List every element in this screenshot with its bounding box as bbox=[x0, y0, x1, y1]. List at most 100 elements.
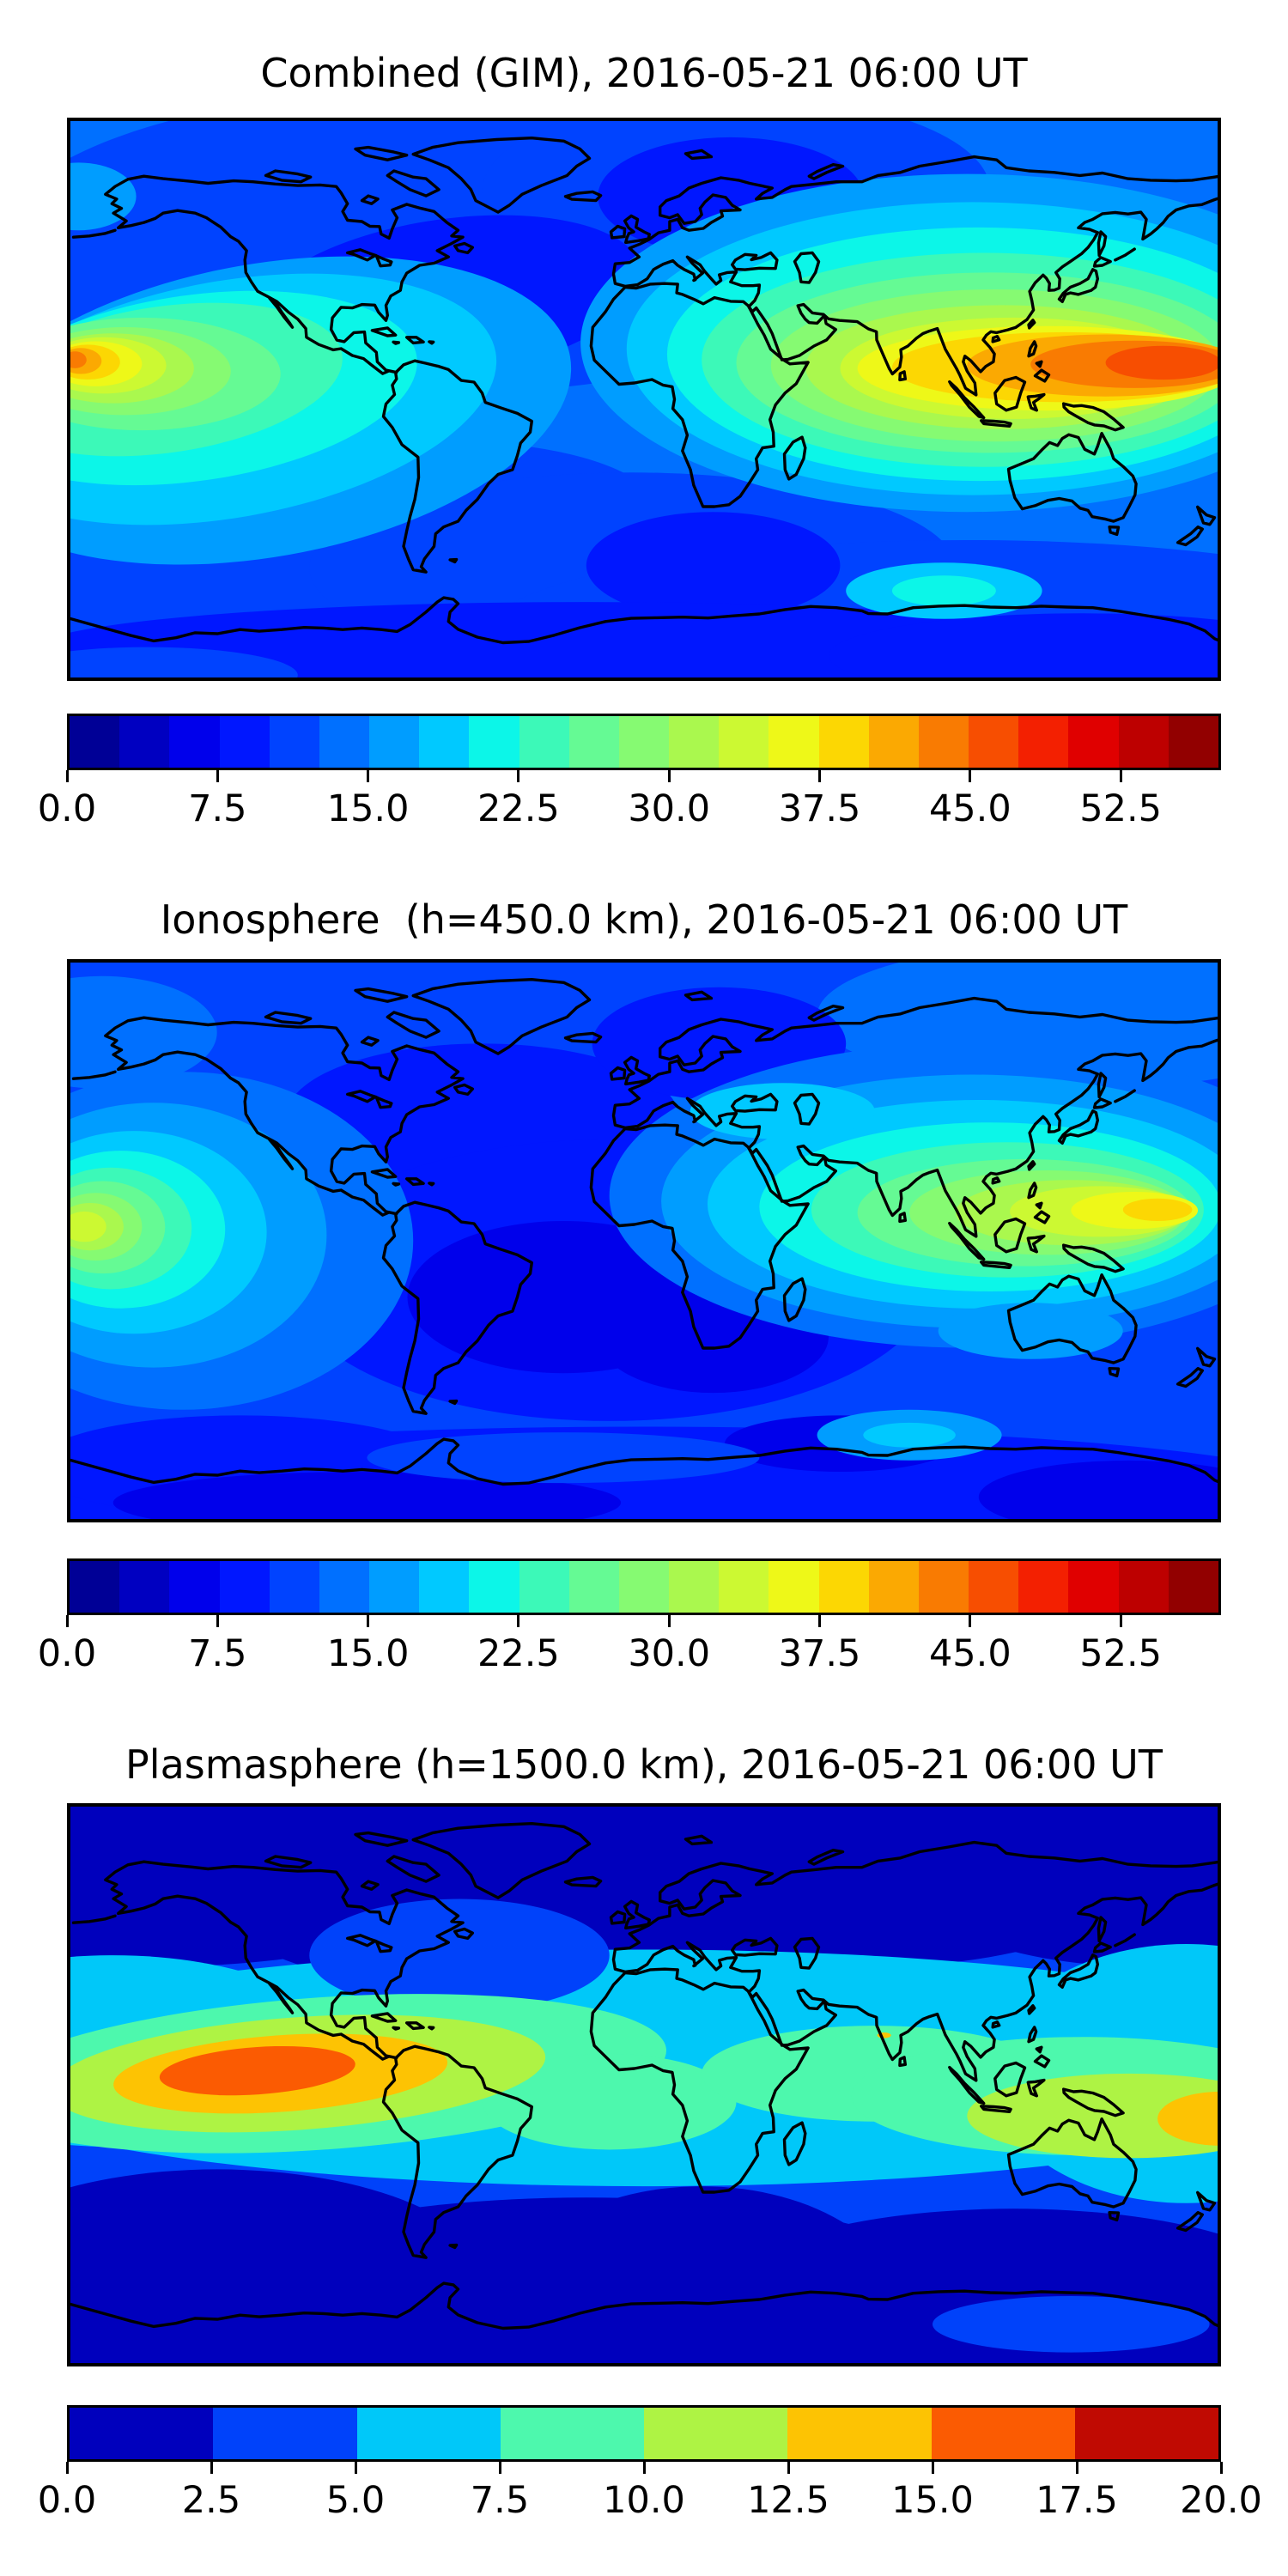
colorbar-segment bbox=[918, 1561, 969, 1613]
colorbar-segment bbox=[818, 716, 869, 768]
colorbar-segment bbox=[269, 716, 319, 768]
colorbar-segment bbox=[1074, 2408, 1218, 2459]
contour-band bbox=[67, 2327, 1221, 2366]
contour-band bbox=[863, 1422, 956, 1448]
colorbar-segment bbox=[969, 1561, 1019, 1613]
colorbar-tick bbox=[517, 1615, 520, 1627]
map-frame bbox=[67, 118, 1221, 681]
colorbar-segment bbox=[931, 2408, 1075, 2459]
colorbar-segment bbox=[119, 716, 170, 768]
contour-map-svg bbox=[67, 118, 1221, 681]
colorbar-tick bbox=[1219, 2462, 1223, 2474]
colorbar-tick-label: 45.0 bbox=[928, 787, 1012, 830]
colorbar-segment bbox=[769, 716, 819, 768]
colorbar-segment bbox=[1068, 1561, 1119, 1613]
colorbar-tick-label: 37.5 bbox=[778, 1632, 861, 1675]
colorbar-segment bbox=[568, 716, 619, 768]
colorbar-segment bbox=[169, 716, 220, 768]
colorbar-tick bbox=[969, 1615, 972, 1627]
colorbar-tick-label: 10.0 bbox=[603, 2479, 685, 2522]
colorbar-segment bbox=[818, 1561, 869, 1613]
colorbar-segment bbox=[319, 716, 370, 768]
contour-band bbox=[1122, 1198, 1193, 1221]
contour-band bbox=[933, 2296, 1210, 2353]
panel2-map-ionosphere bbox=[67, 959, 1221, 1522]
colorbar-segment bbox=[918, 716, 969, 768]
colorbar-tick-label: 15.0 bbox=[326, 1632, 410, 1675]
colorbar-segment bbox=[669, 1561, 720, 1613]
colorbar-segment bbox=[1018, 1561, 1069, 1613]
panel3-title: Plasmasphere (h=1500.0 km), 2016-05-21 0… bbox=[125, 1741, 1163, 1788]
contour-band bbox=[978, 1460, 1221, 1522]
colorbar-segment bbox=[1018, 716, 1069, 768]
colorbar-segment bbox=[70, 1561, 120, 1613]
colorbar-tick bbox=[667, 770, 671, 782]
colorbar-segment bbox=[469, 1561, 519, 1613]
contour-band bbox=[112, 1471, 622, 1522]
colorbar-tick bbox=[65, 770, 69, 782]
colorbar-segment bbox=[669, 716, 720, 768]
colorbar-tick bbox=[1075, 2462, 1078, 2474]
map-frame bbox=[67, 1803, 1221, 2366]
colorbar-tick bbox=[1119, 770, 1122, 782]
colorbar-segment bbox=[519, 716, 569, 768]
colorbar-segment bbox=[1168, 716, 1218, 768]
colorbar-segment bbox=[719, 716, 769, 768]
colorbar-tick-label: 22.5 bbox=[477, 787, 560, 830]
colorbar-tick bbox=[216, 1615, 219, 1627]
colorbar-segment bbox=[319, 1561, 370, 1613]
contour-map-svg bbox=[67, 1803, 1221, 2366]
contour-band bbox=[67, 1211, 106, 1242]
colorbar-tick bbox=[354, 2462, 357, 2474]
contour-band bbox=[1157, 2091, 1221, 2146]
colorbar-segment bbox=[70, 2408, 214, 2459]
colorbar-tick-label: 7.5 bbox=[188, 1632, 247, 1675]
colorbar-segment bbox=[568, 1561, 619, 1613]
panel1-map-combined-gim bbox=[67, 118, 1221, 681]
colorbar-tick bbox=[667, 1615, 671, 1627]
colorbar-tick bbox=[65, 2462, 69, 2474]
colorbar-segment bbox=[1118, 716, 1169, 768]
colorbar-segment bbox=[1168, 1561, 1218, 1613]
panel3-map-plasmasphere bbox=[67, 1803, 1221, 2366]
colorbar-segment bbox=[868, 716, 919, 768]
contour-band bbox=[586, 512, 841, 619]
contour-band bbox=[67, 647, 298, 681]
colorbar-tick-label: 52.5 bbox=[1079, 787, 1162, 830]
colorbar-tick bbox=[1119, 1615, 1122, 1627]
colorbar-tick bbox=[818, 770, 822, 782]
colorbar-tick bbox=[969, 770, 972, 782]
colorbar-segment bbox=[369, 1561, 420, 1613]
colorbar-tick-label: 5.0 bbox=[325, 2479, 386, 2522]
colorbar-segment bbox=[219, 1561, 270, 1613]
colorbar-segment bbox=[219, 716, 270, 768]
contour-band bbox=[367, 1432, 760, 1484]
colorbar-tick bbox=[642, 2462, 646, 2474]
colorbar-tick-label: 7.5 bbox=[188, 787, 247, 830]
colorbar-segment bbox=[1118, 1561, 1169, 1613]
colorbar-tick bbox=[931, 2462, 934, 2474]
colorbar-tick bbox=[517, 770, 520, 782]
colorbar-tick-label: 17.5 bbox=[1036, 2479, 1118, 2522]
colorbar-segment bbox=[169, 1561, 220, 1613]
colorbar-segment bbox=[356, 2408, 501, 2459]
contour-band bbox=[67, 975, 217, 1089]
colorbar-segment bbox=[519, 1561, 569, 1613]
panel1-colorbar bbox=[67, 714, 1221, 770]
colorbar-segment bbox=[419, 1561, 470, 1613]
colorbar-segment bbox=[719, 1561, 769, 1613]
colorbar-segment bbox=[1068, 716, 1119, 768]
colorbar-segment bbox=[787, 2408, 932, 2459]
colorbar-tick-label: 45.0 bbox=[928, 1632, 1012, 1675]
colorbar-tick bbox=[210, 2462, 213, 2474]
colorbar-segment bbox=[969, 716, 1019, 768]
contour-band bbox=[67, 162, 137, 231]
colorbar-tick-label: 30.0 bbox=[628, 787, 711, 830]
colorbar-segment bbox=[644, 2408, 788, 2459]
colorbar-tick bbox=[818, 1615, 822, 1627]
colorbar-segment bbox=[269, 1561, 319, 1613]
contour-band bbox=[67, 351, 87, 368]
colorbar-tick-label: 30.0 bbox=[628, 1632, 711, 1675]
colorbar-tick bbox=[65, 1615, 69, 1627]
colorbar-tick-label: 37.5 bbox=[778, 787, 861, 830]
